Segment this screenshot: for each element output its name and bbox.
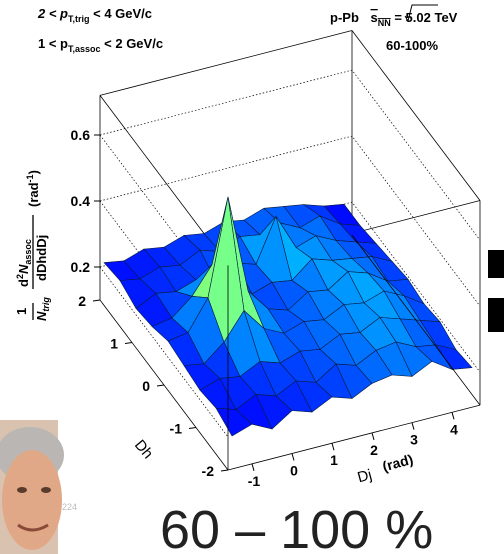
- t: < 2 GeV/c: [101, 36, 164, 51]
- watermark: 224: [62, 502, 77, 512]
- t: (rad-1): [25, 170, 41, 207]
- x-tick-label: 4: [450, 421, 458, 437]
- t: N: [16, 264, 31, 274]
- y-tick-label: -1: [170, 421, 183, 437]
- z-tick-label: 0.4: [71, 193, 91, 209]
- box-edge: [99, 30, 353, 96]
- y-tick: [124, 342, 133, 344]
- y-axis-label: Dh: [131, 437, 156, 463]
- speaker-photo: [0, 420, 64, 554]
- t: s: [371, 10, 378, 25]
- t: trig: [41, 297, 51, 312]
- z-axis-label: 1 Ntrig d2Nassoc dDhdDj (rad-1): [14, 170, 51, 321]
- title-right-1: p-Pb sNN = 5.02 TeV: [330, 10, 458, 28]
- x-tick: [411, 422, 415, 430]
- x-tick-label: 3: [410, 432, 418, 448]
- t: d: [16, 279, 31, 287]
- grid-line: [99, 201, 481, 373]
- annotation: 60 – 100 %: [160, 500, 433, 554]
- title-left-2: 1 < pT,assoc < 2 GeV/c: [38, 36, 163, 54]
- x-tick: [331, 443, 335, 451]
- y-tick: [188, 427, 197, 429]
- y-tick: [220, 469, 229, 472]
- y-tick: [92, 299, 101, 302]
- x-tick-label: 1: [330, 452, 338, 468]
- grid-line: [99, 69, 481, 241]
- x-tick-label: 0: [290, 463, 298, 479]
- t: assoc: [23, 239, 33, 265]
- axis-line: [227, 404, 481, 471]
- t: (rad: [26, 182, 41, 207]
- z-tick-label: 0.2: [71, 259, 91, 275]
- x-tick: [251, 463, 255, 471]
- t: NN: [378, 18, 391, 28]
- box-edge: [351, 234, 481, 406]
- t: T,trig: [68, 14, 90, 24]
- surface-cell: [215, 407, 253, 437]
- t: -1: [25, 174, 35, 182]
- x-tick: [451, 412, 455, 420]
- x-tick-label: 2: [370, 442, 378, 458]
- grid-line: [99, 135, 481, 307]
- t: ): [26, 170, 41, 174]
- x-tick: [371, 432, 375, 441]
- x-axis-unit: (rad): [381, 451, 415, 475]
- title-left-1: 2 < pT,trig < 4 GeV/c: [37, 6, 152, 24]
- x-axis-label: Dj: [356, 466, 374, 486]
- y-tick-label: 0: [142, 378, 150, 394]
- t: < 4 GeV/c: [90, 6, 153, 21]
- t: d2Nassoc: [15, 239, 33, 287]
- t: Ntrig: [34, 297, 51, 321]
- t: = 5.02 TeV: [391, 10, 458, 25]
- z-tick-label: 0.6: [71, 127, 91, 143]
- grid-line: [99, 134, 229, 306]
- t: T,assoc: [68, 44, 101, 54]
- y-tick: [156, 384, 165, 387]
- t: 2 < p: [37, 6, 68, 21]
- y-tick-label: -2: [202, 463, 215, 479]
- t: dDhdDj: [34, 235, 49, 281]
- grid-line: [99, 266, 229, 438]
- t: N: [34, 311, 49, 321]
- t: 1 < p: [38, 36, 68, 51]
- t: 2: [15, 274, 25, 279]
- edge-block: [488, 298, 504, 332]
- t: p-Pb: [330, 10, 363, 25]
- x-tick: [291, 453, 295, 461]
- sqrt-sign: [404, 4, 438, 23]
- x-tick-label: -1: [248, 473, 261, 489]
- y-tick-label: 1: [110, 336, 118, 352]
- y-tick-label: 2: [78, 293, 86, 309]
- title-right-2: 60-100%: [386, 38, 438, 53]
- box-edge: [351, 30, 481, 201]
- t: 1: [14, 308, 29, 315]
- edge-block: [488, 250, 504, 278]
